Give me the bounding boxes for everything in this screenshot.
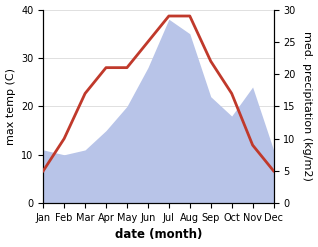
X-axis label: date (month): date (month) — [115, 228, 202, 242]
Y-axis label: med. precipitation (kg/m2): med. precipitation (kg/m2) — [302, 31, 313, 181]
Y-axis label: max temp (C): max temp (C) — [5, 68, 16, 145]
